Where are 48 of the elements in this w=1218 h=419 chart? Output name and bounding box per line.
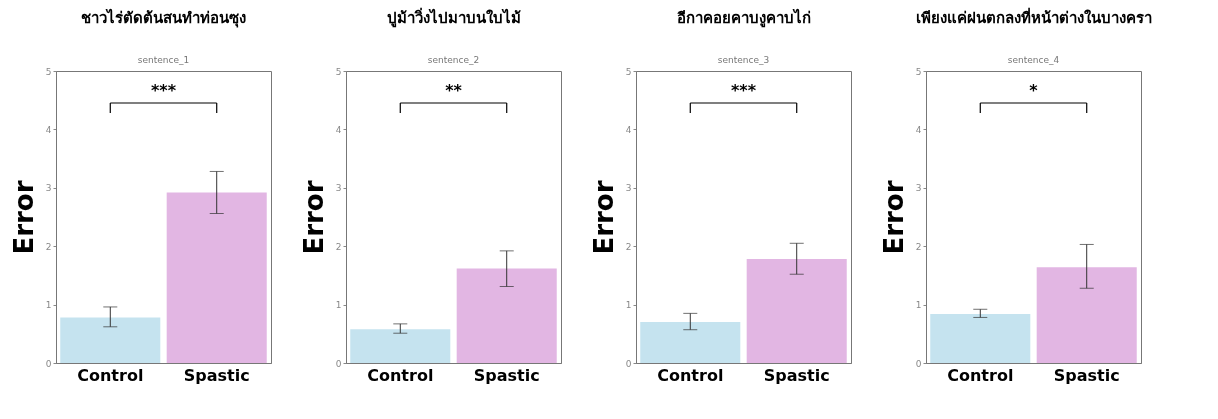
y-axis-title: Error xyxy=(298,180,329,255)
y-tick-label: 4 xyxy=(915,124,922,135)
annotation: ** xyxy=(445,81,463,100)
y-tick-label: 1 xyxy=(915,300,922,311)
y-tick-label: 3 xyxy=(625,183,632,194)
x-tick-label: Spastic xyxy=(1053,365,1120,385)
y-tick-label: 1 xyxy=(625,300,632,311)
y-tick-label: 5 xyxy=(915,66,922,77)
x-tick-label: Control xyxy=(77,365,144,385)
chart-subtitle: sentence_1 xyxy=(137,55,190,65)
chart-title: ชาวไร่ตัดต้นสนทำท่อนซุง xyxy=(81,8,246,28)
y-tick-label: 1 xyxy=(45,300,52,311)
y-tick-label: 4 xyxy=(335,124,342,135)
y-tick-label: 2 xyxy=(335,241,342,252)
chart-subtitle: sentence_2 xyxy=(427,55,480,65)
y-tick-label: 5 xyxy=(625,66,632,77)
chart-subtitle: sentence_3 xyxy=(717,55,770,65)
y-tick-label: 2 xyxy=(625,241,632,252)
chart-title: เพียงแค่ฝนตกลงที่หน้าต่างในบางครา xyxy=(915,7,1152,27)
annotation: *** xyxy=(730,81,757,100)
y-tick-label: 3 xyxy=(335,183,342,194)
y-tick-label: 0 xyxy=(915,358,922,369)
y-axis-title: Error xyxy=(588,180,619,255)
y-tick-label: 3 xyxy=(915,183,922,194)
y-tick-label: 0 xyxy=(45,358,52,369)
y-tick-label: 3 xyxy=(45,183,52,194)
y-tick-label: 4 xyxy=(625,124,632,135)
x-tick-label: Spastic xyxy=(473,365,540,385)
x-tick-label: Spastic xyxy=(183,365,250,385)
x-tick-label: Spastic xyxy=(763,365,830,385)
chart-title: อีกาคอยคาบงูคาบไก่ xyxy=(676,8,811,28)
y-tick-label: 5 xyxy=(335,66,342,77)
y-tick-label: 0 xyxy=(625,358,632,369)
y-axis-title: Error xyxy=(878,180,909,255)
y-tick-label: 0 xyxy=(335,358,342,369)
annotation: * xyxy=(1029,81,1039,100)
y-tick-label: 2 xyxy=(45,241,52,252)
chart-subtitle: sentence_4 xyxy=(1007,55,1060,65)
x-tick-label: Control xyxy=(947,365,1014,385)
chart-title: ปูม้าวิ่งไปมาบนใบไม้ xyxy=(386,7,521,28)
y-tick-label: 5 xyxy=(45,66,52,77)
x-tick-label: Control xyxy=(367,365,434,385)
y-tick-label: 2 xyxy=(915,241,922,252)
y-axis-title: Error xyxy=(8,180,39,255)
y-tick-label: 4 xyxy=(45,124,52,135)
y-tick-label: 1 xyxy=(335,300,342,311)
annotation: *** xyxy=(150,81,177,100)
x-tick-label: Control xyxy=(657,365,724,385)
